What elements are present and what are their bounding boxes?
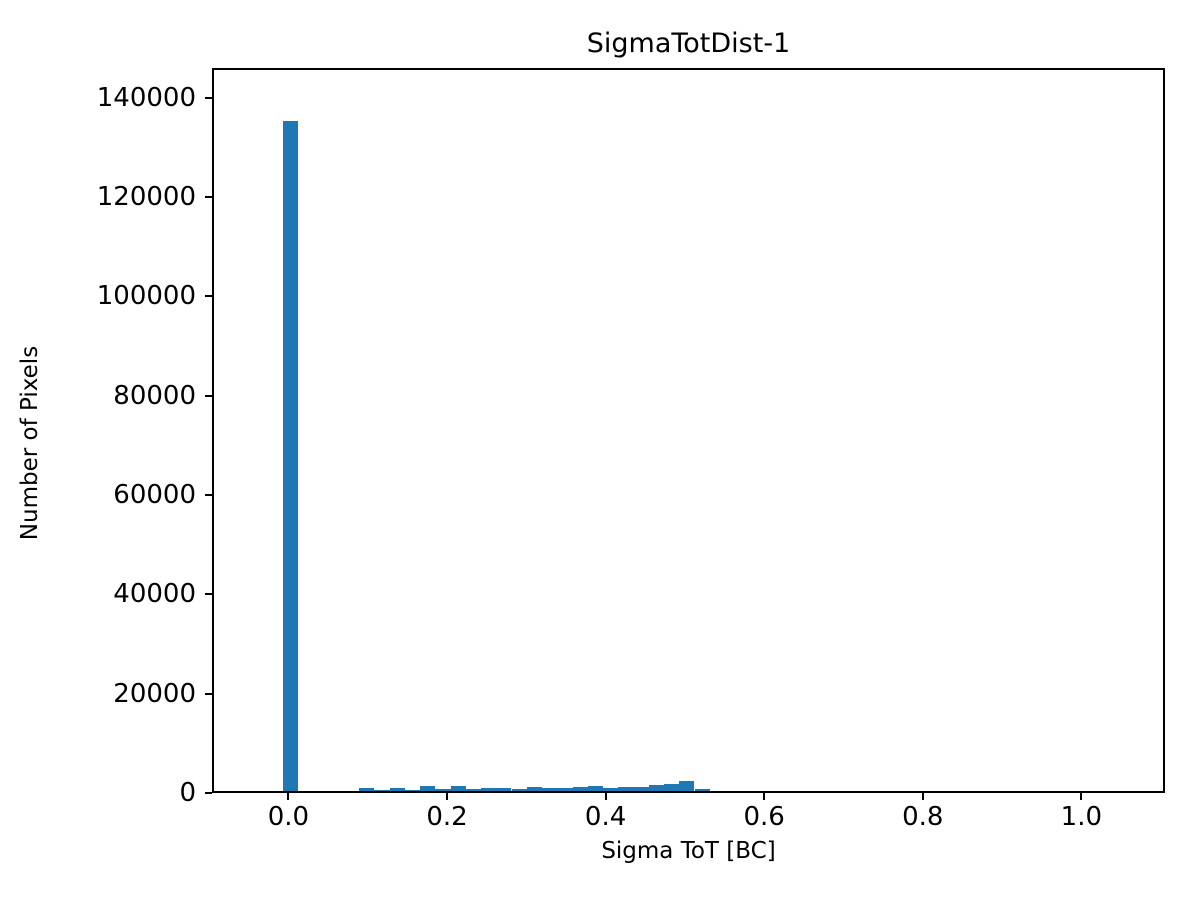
y-tick-mark xyxy=(205,494,212,497)
x-tick-label: 0.6 xyxy=(743,802,785,832)
x-tick-label: 0.4 xyxy=(584,802,627,832)
y-tick-label: 140000 xyxy=(96,82,196,113)
x-tick-label: 0.2 xyxy=(426,802,468,832)
y-tick-label: 120000 xyxy=(96,182,196,213)
y-tick-mark xyxy=(205,394,212,397)
plot-axes xyxy=(212,68,1165,793)
y-tick-label: 60000 xyxy=(113,480,196,511)
y-axis-label: Number of Pixels xyxy=(17,345,43,541)
histogram-bar xyxy=(664,783,680,791)
histogram-bar xyxy=(404,789,420,791)
histogram-bar xyxy=(374,789,390,791)
y-tick-label: 20000 xyxy=(113,678,196,709)
y-tick-label: 80000 xyxy=(113,380,196,411)
histogram-bar xyxy=(679,780,695,791)
x-tick-mark xyxy=(287,793,290,800)
x-tick-mark xyxy=(604,793,607,800)
histogram-bar xyxy=(618,787,634,791)
plot-area xyxy=(214,70,1163,791)
histogram-bar xyxy=(450,785,466,791)
y-tick-label: 0 xyxy=(179,778,196,808)
histogram-bar xyxy=(282,120,299,791)
histogram-bar xyxy=(526,787,543,791)
x-tick-mark xyxy=(763,793,766,800)
histogram-bar xyxy=(633,786,649,791)
histogram-bar xyxy=(481,788,497,791)
x-tick-mark xyxy=(921,793,924,800)
y-tick-label: 100000 xyxy=(96,281,196,312)
y-tick-mark xyxy=(205,96,212,99)
histogram-bar xyxy=(694,789,710,791)
histogram-bar xyxy=(465,788,482,791)
histogram-bar xyxy=(557,787,573,791)
histogram-bar xyxy=(511,788,527,791)
x-tick-label: 0.0 xyxy=(267,802,310,832)
y-tick-mark xyxy=(205,295,212,298)
histogram-bar xyxy=(435,789,451,791)
histogram-bar xyxy=(648,785,664,791)
histogram-bar xyxy=(542,788,558,791)
x-tick-label: 1.0 xyxy=(1060,802,1103,832)
y-tick-label: 40000 xyxy=(113,579,196,610)
y-tick-mark xyxy=(205,692,212,695)
histogram-bar xyxy=(359,788,375,791)
y-tick-mark xyxy=(205,792,212,794)
histogram-bar xyxy=(420,786,436,791)
x-tick-mark xyxy=(1080,793,1083,800)
chart-title: SigmaTotDist-1 xyxy=(586,28,791,59)
x-tick-mark xyxy=(446,793,449,800)
y-tick-mark xyxy=(205,196,212,199)
x-tick-label: 0.8 xyxy=(902,802,944,832)
histogram-bar xyxy=(389,787,405,791)
x-axis-label: Sigma ToT [BC] xyxy=(601,838,776,864)
histogram-bar xyxy=(587,785,603,791)
histogram-bar xyxy=(572,787,588,791)
y-tick-mark xyxy=(205,593,212,596)
histogram-bar xyxy=(603,787,619,791)
histogram-bar xyxy=(496,788,512,791)
